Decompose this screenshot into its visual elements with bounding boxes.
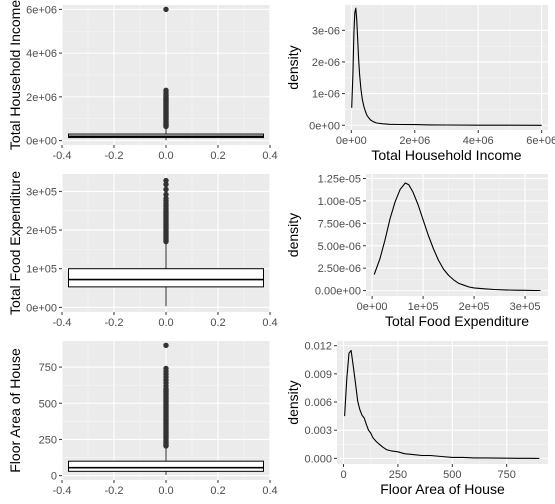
outlier-point <box>163 6 169 13</box>
y-tick-label: 3e+05 <box>26 186 57 198</box>
panel-5: -0.4 -0.2 0.0 0.2 0.4 0 250 500 750 Floor Area of… <box>7 341 278 497</box>
x-tick-label: 0.4 <box>262 485 277 497</box>
panel-2: 0e+00 2e+06 4e+06 6e+06 0e+00 1e-06 2e-06 3e-06… <box>285 5 555 163</box>
y-tick-label: 1.25e-05 <box>318 173 361 185</box>
x-tick-label: 750 <box>497 469 515 481</box>
y-tick-label: 0e+00 <box>26 136 57 148</box>
y-tick-label: 2e+06 <box>26 92 57 104</box>
box-iqr <box>68 460 264 472</box>
y-axis-title: density <box>285 213 301 257</box>
y-tick-label: 0.012 <box>304 341 332 353</box>
y-tick-label: 4e+06 <box>26 48 57 60</box>
outlier-point <box>163 342 169 349</box>
y-axis-title: Total Food Expenditure <box>7 171 23 315</box>
y-tick-label: 250 <box>39 434 57 446</box>
x-tick-label: 0.2 <box>210 317 225 329</box>
y-tick-label: 0.009 <box>304 369 332 381</box>
y-tick-label: 0.003 <box>304 425 332 437</box>
x-tick-label: -0.4 <box>53 317 72 329</box>
y-tick-label: 0.006 <box>304 397 332 409</box>
x-tick-label: 0e+00 <box>357 301 388 313</box>
outlier-point <box>163 195 169 202</box>
x-tick-label: -0.2 <box>105 317 124 329</box>
panel-3: -0.4 -0.2 0.0 0.2 0.4 0e+00 1e+05 2e+05 3e+05Tot… <box>7 171 278 329</box>
x-tick-label: 1e+05 <box>408 301 439 313</box>
y-tick-label: 500 <box>39 398 57 410</box>
x-tick-label: 0.4 <box>262 317 277 329</box>
y-tick-label: 750 <box>39 362 57 374</box>
outlier-point <box>163 177 169 184</box>
box-iqr <box>68 268 264 288</box>
x-tick-label: -0.4 <box>53 150 72 162</box>
outlier-point <box>163 181 169 188</box>
y-tick-label: 1e-06 <box>312 89 340 101</box>
x-tick-label: 2e+05 <box>459 301 490 313</box>
panel-4: 0e+00 1e+05 2e+05 3e+05 0.00e+00 2.50e-06 5.00… <box>285 173 548 329</box>
x-tick-label: 0 <box>340 469 346 481</box>
x-tick-label: 3e+05 <box>510 301 541 313</box>
x-tick-label: 2e+06 <box>399 135 430 147</box>
panel-background <box>366 174 548 296</box>
density-curve <box>344 349 540 459</box>
y-tick-label: 2.50e-06 <box>318 263 361 275</box>
x-axis-title: Floor Area of House <box>380 481 505 497</box>
y-tick-label: 3e-06 <box>312 25 340 37</box>
y-tick-label: 1e+05 <box>26 264 57 276</box>
y-axis-title: density <box>285 380 301 424</box>
panel-6: 0 250 500 750 0.000 0.003 0.006 0.009 0.012 Floor… <box>285 341 548 497</box>
outlier-point <box>163 365 169 372</box>
y-tick-label: 5.00e-06 <box>318 241 361 253</box>
density-curve <box>373 182 541 292</box>
x-tick-label: 500 <box>443 469 461 481</box>
y-tick-label: 2e-06 <box>312 57 340 69</box>
x-tick-label: -0.2 <box>105 485 124 497</box>
x-tick-label: 250 <box>389 469 407 481</box>
x-tick-label: 0.0 <box>158 150 173 162</box>
x-tick-label: 0.2 <box>210 150 225 162</box>
x-axis-title: Total Household Income <box>371 147 521 163</box>
y-tick-label: 0.000 <box>304 453 332 465</box>
x-axis-title: Total Food Expenditure <box>385 313 529 329</box>
panel-1: -0.4 -0.2 0.0 0.2 0.4 0e+00 2e+06 4e+06 6e+06Tot… <box>7 0 278 162</box>
x-tick-label: 6e+06 <box>526 135 555 147</box>
y-axis-title: Floor Area of House <box>7 348 23 473</box>
y-tick-label: 0.00e+00 <box>315 286 361 298</box>
y-axis-title: Total Household Income <box>7 0 23 150</box>
y-tick-label: 1.00e-05 <box>318 196 361 208</box>
x-tick-label: -0.2 <box>105 150 124 162</box>
x-tick-label: 0e+00 <box>336 135 367 147</box>
y-tick-label: 7.50e-06 <box>318 218 361 230</box>
x-tick-label: -0.4 <box>53 485 72 497</box>
x-tick-label: 0.0 <box>158 485 173 497</box>
outlier-point <box>163 87 169 94</box>
y-tick-label: 0e+00 <box>309 120 340 132</box>
y-tick-label: 2e+05 <box>26 225 57 237</box>
outlier-point <box>163 186 169 193</box>
x-tick-label: 0.2 <box>210 485 225 497</box>
y-axis-title: density <box>285 45 301 89</box>
x-tick-label: 4e+06 <box>463 135 494 147</box>
y-tick-label: 0 <box>51 471 57 483</box>
density-curve <box>351 7 542 126</box>
y-tick-label: 0e+00 <box>26 302 57 314</box>
outlier-point <box>163 191 169 198</box>
y-tick-label: 6e+06 <box>26 4 57 16</box>
x-tick-label: 0.0 <box>158 317 173 329</box>
x-tick-label: 0.4 <box>262 150 277 162</box>
